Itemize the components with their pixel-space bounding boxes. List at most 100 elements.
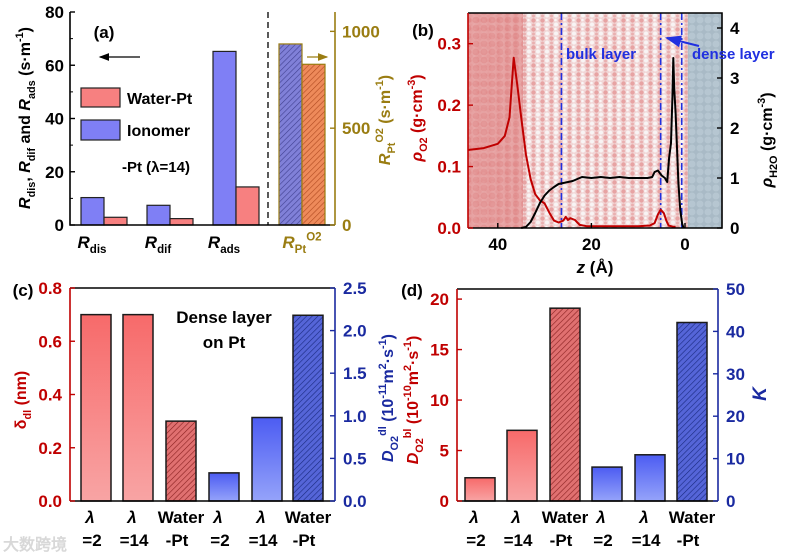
panel-d: 0 5 10 15 20 0 10 20 30 40 50 λ =2 λ =14 Water -Pt λ =2 λ =1… xyxy=(401,280,771,550)
label-segment: δ xyxy=(13,419,30,429)
category-label-line2: =14 xyxy=(249,531,278,550)
tick-label-right: 50 xyxy=(726,280,745,299)
y-axis-label-right: ρH2O (g·cm-3) xyxy=(756,92,780,188)
pt-surface-background xyxy=(687,13,722,228)
category-label: RPtO2 xyxy=(282,231,321,256)
label-segment: ρ xyxy=(409,152,426,163)
label-segment: dl xyxy=(377,426,389,436)
label-segment: -1 xyxy=(14,32,26,42)
legend-swatch-ionomer xyxy=(80,119,121,141)
tick-label-right: 2.0 xyxy=(343,322,367,341)
bar-left-2 xyxy=(549,307,581,502)
y-axis-label-left: ρO2 (g·cm-3) xyxy=(406,74,430,162)
label-segment: -11 xyxy=(377,384,389,399)
bar-water-3 xyxy=(301,63,326,226)
bar-ionomer-2 xyxy=(212,50,237,226)
category-label: Rads xyxy=(208,233,240,256)
watermark: 大数跨境 xyxy=(3,535,67,554)
y-axis-label-left: Rdis, Rdif and Rads (s·m-1) xyxy=(14,27,38,209)
bar-left-1 xyxy=(122,313,154,502)
label-segment: (g·cm xyxy=(409,89,426,137)
label-segment: 2 xyxy=(402,365,414,371)
tick-label-left: 0.2 xyxy=(38,439,62,458)
tick-label-left: 10 xyxy=(430,391,449,410)
label-segment: (s·m xyxy=(377,90,394,128)
panel-label: (d) xyxy=(401,281,423,300)
label-segment: K xyxy=(750,386,771,401)
label-segment: R xyxy=(208,233,221,252)
category-label-line2: =2 xyxy=(466,531,485,550)
o2-density-line xyxy=(467,56,676,228)
tick-label-left: 0.4 xyxy=(38,386,62,405)
tick-label-left: 20 xyxy=(430,290,449,309)
category-label-line2: =14 xyxy=(504,531,533,550)
label-segment: O2 xyxy=(418,137,430,152)
y-axis-label-left: δdl (nm) xyxy=(13,371,34,429)
tick-label-left: 0.0 xyxy=(437,219,461,238)
label-segment: (g·cm xyxy=(759,107,776,155)
tick-label-left: 0.3 xyxy=(437,35,461,54)
label-segment: O2 xyxy=(414,438,426,453)
category-label-line1: Water xyxy=(285,508,332,527)
label-segment: -10 xyxy=(402,385,414,401)
panel-label: (b) xyxy=(412,21,434,40)
label-segment: (s·m xyxy=(17,42,34,80)
bar-right-2 xyxy=(292,314,324,502)
label-segment: D xyxy=(380,450,397,462)
tick-label-right: 0.5 xyxy=(343,449,367,468)
x-axis-label: z (Å) xyxy=(576,258,614,277)
y-axis-label-right: K xyxy=(750,386,771,401)
tick-label-right: 30 xyxy=(726,365,745,384)
label-segment: R xyxy=(78,233,91,252)
tick-label-right: 0 xyxy=(730,219,739,238)
bulk-layer-annotation: bulk layer xyxy=(566,46,636,63)
tick-label-left: 0.8 xyxy=(38,279,62,298)
ionomer-region-background xyxy=(468,13,523,228)
label-segment: dis xyxy=(26,182,38,198)
category-label-line1: λ xyxy=(638,508,648,527)
tick-label-left: 80 xyxy=(45,3,64,22)
category-label-line1: λ xyxy=(468,508,478,527)
label-segment: and xyxy=(17,111,34,148)
label-segment: dis xyxy=(90,244,107,256)
category-label-line2: =14 xyxy=(120,531,149,550)
bar-water-2 xyxy=(235,186,260,226)
tick-label-right: 1 xyxy=(730,169,739,188)
tick-label-right: 40 xyxy=(726,322,745,341)
label-segment: (10 xyxy=(380,399,397,427)
bar-ionomer-3 xyxy=(278,43,303,226)
tick-label-right: 1000 xyxy=(342,22,380,41)
legend-label-ionomer-line2: -Pt (λ=14) xyxy=(122,159,190,176)
label-segment: (nm) xyxy=(13,371,30,410)
category-label-line2: =2 xyxy=(210,531,229,550)
category-label-line1: λ xyxy=(510,508,520,527)
label-segment: 2 xyxy=(377,363,389,369)
tick-label-right: 1.0 xyxy=(343,407,367,426)
tick-label-x: 20 xyxy=(582,235,601,254)
label-segment: ·s xyxy=(380,349,397,363)
tick-label-right: 0 xyxy=(342,216,351,235)
category-label-line1: Water xyxy=(669,508,716,527)
bar-right-0 xyxy=(208,472,240,502)
category-label-line1: λ xyxy=(126,508,136,527)
label-segment: -3 xyxy=(756,98,768,108)
tick-label-right: 20 xyxy=(726,407,745,426)
tick-label-left: 0.6 xyxy=(38,332,62,351)
label-segment: R xyxy=(377,153,394,165)
label-segment: dif xyxy=(26,148,38,162)
y-axis-label-right: RPtO2 (s·m-1) xyxy=(374,75,398,165)
label-segment: ads xyxy=(220,244,240,256)
label-segment: O2 xyxy=(389,436,401,451)
category-label: Rdif xyxy=(145,233,172,256)
label-segment: R xyxy=(17,99,34,111)
label-segment: R xyxy=(145,233,158,252)
label-segment: -1 xyxy=(374,80,386,90)
label-segment: ) xyxy=(380,334,397,339)
label-segment: H2O xyxy=(768,155,780,177)
h2o-density-line xyxy=(520,57,685,229)
label-segment: bl xyxy=(402,429,414,439)
label-segment: R xyxy=(17,197,34,209)
bar-water-0 xyxy=(103,216,128,226)
panel-label: (a) xyxy=(94,23,115,42)
